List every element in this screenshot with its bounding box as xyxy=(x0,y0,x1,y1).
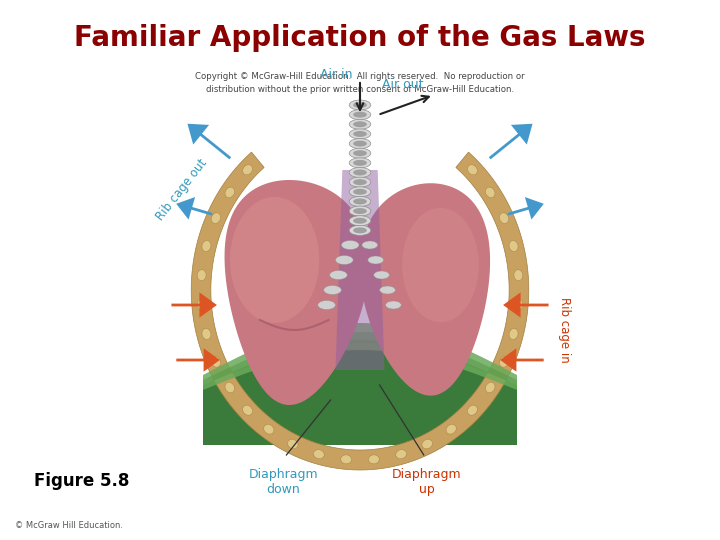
Text: Copyright © McGraw-Hill Education.  All rights reserved.  No reproduction or
dis: Copyright © McGraw-Hill Education. All r… xyxy=(195,72,525,93)
Ellipse shape xyxy=(353,140,367,146)
Polygon shape xyxy=(230,197,319,323)
Text: Air in: Air in xyxy=(320,69,352,82)
Ellipse shape xyxy=(385,301,401,309)
Ellipse shape xyxy=(485,187,495,198)
Ellipse shape xyxy=(349,129,371,139)
Polygon shape xyxy=(360,183,490,396)
Ellipse shape xyxy=(318,300,336,309)
Ellipse shape xyxy=(353,189,367,195)
Polygon shape xyxy=(225,180,369,405)
Polygon shape xyxy=(336,170,384,370)
Ellipse shape xyxy=(349,206,371,216)
Ellipse shape xyxy=(514,299,523,310)
Ellipse shape xyxy=(313,450,324,459)
Polygon shape xyxy=(402,208,479,322)
Text: Familiar Application of the Gas Laws: Familiar Application of the Gas Laws xyxy=(74,24,646,52)
Text: Rib cage out: Rib cage out xyxy=(153,157,210,223)
Ellipse shape xyxy=(336,255,353,265)
Ellipse shape xyxy=(202,328,211,340)
Text: Diaphragm
down: Diaphragm down xyxy=(248,468,318,496)
Polygon shape xyxy=(203,332,517,385)
Ellipse shape xyxy=(353,170,367,176)
Ellipse shape xyxy=(349,187,371,197)
Text: Air out: Air out xyxy=(382,78,423,91)
Ellipse shape xyxy=(509,328,518,340)
Ellipse shape xyxy=(467,405,477,415)
Ellipse shape xyxy=(349,148,371,158)
Text: Diaphragm
up: Diaphragm up xyxy=(392,468,462,496)
Polygon shape xyxy=(203,323,517,390)
Ellipse shape xyxy=(349,225,371,235)
Polygon shape xyxy=(203,340,517,445)
Ellipse shape xyxy=(353,218,367,224)
Ellipse shape xyxy=(467,165,477,175)
Ellipse shape xyxy=(349,177,371,187)
Ellipse shape xyxy=(396,450,407,459)
Ellipse shape xyxy=(264,424,274,434)
Ellipse shape xyxy=(341,455,351,464)
Ellipse shape xyxy=(349,119,371,129)
Ellipse shape xyxy=(225,382,235,393)
Ellipse shape xyxy=(362,241,378,249)
Ellipse shape xyxy=(243,165,253,175)
Text: Rib cage in: Rib cage in xyxy=(557,297,571,363)
Ellipse shape xyxy=(287,440,298,449)
Polygon shape xyxy=(192,152,528,470)
Ellipse shape xyxy=(349,197,371,206)
Text: Figure 5.8: Figure 5.8 xyxy=(35,472,130,490)
Ellipse shape xyxy=(353,208,367,214)
Ellipse shape xyxy=(225,187,235,198)
Ellipse shape xyxy=(330,271,347,280)
Ellipse shape xyxy=(379,286,395,294)
Ellipse shape xyxy=(422,440,433,449)
Ellipse shape xyxy=(353,150,367,156)
Ellipse shape xyxy=(353,131,367,137)
Ellipse shape xyxy=(197,299,206,310)
Ellipse shape xyxy=(243,405,253,415)
Ellipse shape xyxy=(353,102,367,108)
Ellipse shape xyxy=(197,269,206,281)
Ellipse shape xyxy=(212,213,220,224)
Ellipse shape xyxy=(324,286,341,294)
Ellipse shape xyxy=(500,356,508,367)
Ellipse shape xyxy=(353,227,367,233)
Ellipse shape xyxy=(349,100,371,110)
Ellipse shape xyxy=(500,213,508,224)
Ellipse shape xyxy=(353,160,367,166)
Ellipse shape xyxy=(374,271,390,279)
Ellipse shape xyxy=(353,122,367,127)
Ellipse shape xyxy=(509,240,518,252)
Ellipse shape xyxy=(349,139,371,148)
Ellipse shape xyxy=(349,158,371,168)
Ellipse shape xyxy=(514,269,523,281)
Ellipse shape xyxy=(341,240,359,249)
Ellipse shape xyxy=(349,167,371,178)
Ellipse shape xyxy=(212,356,220,367)
Ellipse shape xyxy=(485,382,495,393)
Ellipse shape xyxy=(349,215,371,226)
Ellipse shape xyxy=(349,110,371,120)
Ellipse shape xyxy=(369,455,379,464)
Text: © McGraw Hill Education.: © McGraw Hill Education. xyxy=(14,521,122,530)
Ellipse shape xyxy=(202,240,211,252)
Ellipse shape xyxy=(353,112,367,118)
Ellipse shape xyxy=(446,424,456,434)
Ellipse shape xyxy=(353,198,367,205)
Ellipse shape xyxy=(353,179,367,185)
Ellipse shape xyxy=(368,256,384,264)
